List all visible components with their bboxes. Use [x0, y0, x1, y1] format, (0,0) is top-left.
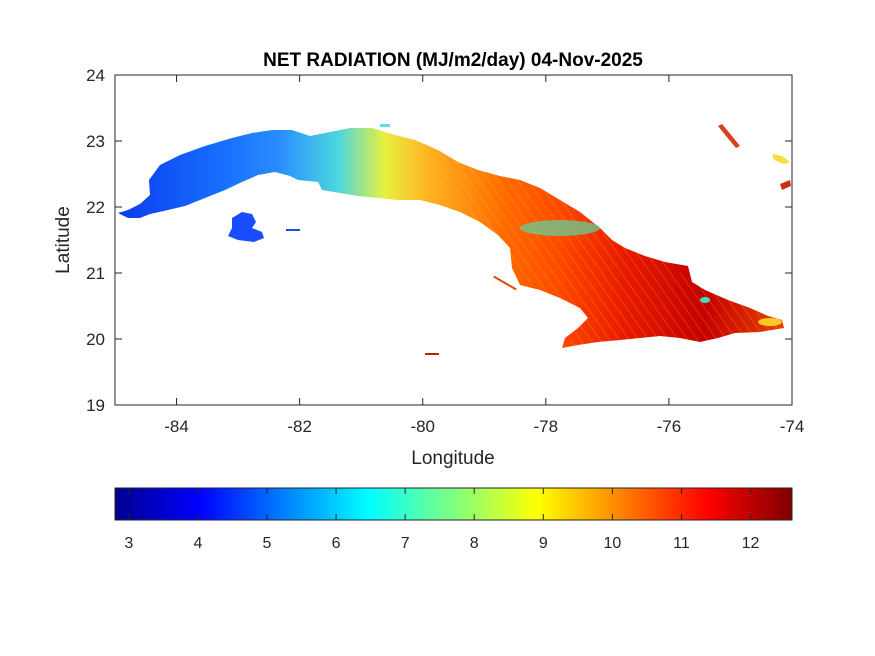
x-tick-label: -74: [780, 417, 805, 436]
colorbar-ticks: 3 4 5 6 7 8 9 10 11 12: [124, 488, 760, 552]
x-tick-label: -78: [534, 417, 559, 436]
colorbar-tick-label: 5: [263, 535, 272, 552]
y-tick-label: 21: [86, 264, 105, 283]
cay-south-1: [425, 353, 439, 355]
cuba-texture: [420, 150, 784, 348]
isla-de-la-juventud: [228, 212, 264, 242]
colorbar-tick-label: 12: [742, 535, 760, 552]
colorbar-tick-label: 6: [332, 535, 341, 552]
cyan-patch-east: [700, 297, 710, 303]
y-axis-ticks: 19 20 21 22 23 24: [86, 66, 792, 415]
colorbar-tick-label: 7: [401, 535, 410, 552]
y-tick-label: 24: [86, 66, 105, 85]
y-tick-label: 19: [86, 396, 105, 415]
colorbar-tick-label: 10: [603, 535, 621, 552]
cay-north-small: [380, 124, 390, 127]
x-tick-label: -84: [164, 417, 189, 436]
y-axis-label: Latitude: [53, 206, 74, 274]
cay-north-east-2: [772, 154, 790, 164]
colorbar: [114, 487, 793, 521]
y-tick-label: 20: [86, 330, 105, 349]
map-plot-area: [118, 124, 791, 355]
axes-frame: [114, 74, 793, 406]
y-tick-label: 23: [86, 132, 105, 151]
colorbar-tick-label: 3: [124, 535, 133, 552]
x-axis-ticks: -84 -82 -80 -78 -76 -74: [164, 75, 804, 436]
yellow-patch-east: [758, 318, 782, 326]
x-axis-label: Longitude: [411, 448, 494, 469]
x-tick-label: -82: [287, 417, 312, 436]
cay-north-east-3: [780, 180, 791, 190]
colorbar-tick-label: 11: [673, 535, 690, 552]
y-tick-label: 22: [86, 198, 105, 217]
colorbar-tick-label: 4: [193, 535, 202, 552]
green-patch-central: [520, 220, 600, 236]
cay-north-east-1: [718, 124, 740, 148]
colorbar-tick-label: 9: [539, 535, 548, 552]
x-tick-label: -76: [657, 417, 682, 436]
colorbar-tick-label: 8: [470, 535, 479, 552]
cay-sw: [286, 229, 300, 231]
x-tick-label: -80: [410, 417, 435, 436]
cay-south-2: [493, 275, 517, 291]
chart-title: NET RADIATION (MJ/m2/day) 04-Nov-2025: [263, 50, 643, 71]
